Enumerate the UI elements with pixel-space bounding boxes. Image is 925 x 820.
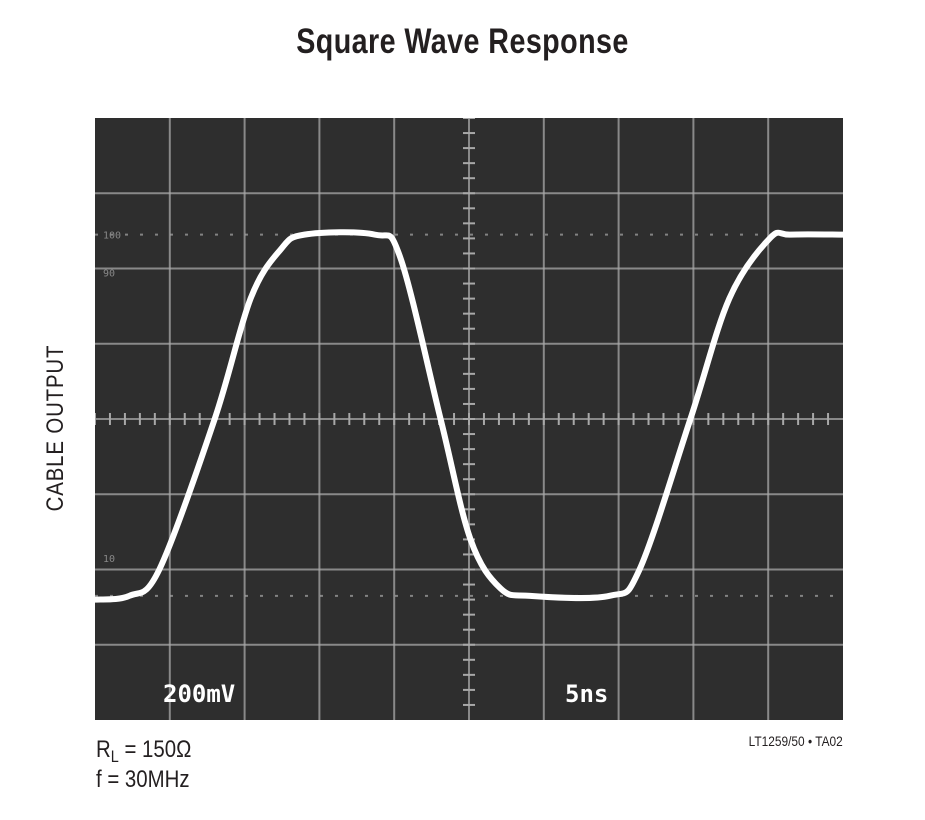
load-resistance-label: RL = 150Ω <box>96 736 191 767</box>
rl-value: = 150Ω <box>118 736 192 763</box>
y-axis-label: CABLE OUTPUT <box>42 344 69 512</box>
frequency-label: f = 30MHz <box>96 766 190 793</box>
horizontal-scale-readout: 5ns <box>565 680 608 708</box>
vertical-scale-readout: 200mV <box>163 680 235 708</box>
chart-title: Square Wave Response <box>296 22 629 61</box>
level-mark: 90 <box>103 268 115 279</box>
level-mark: 100 <box>103 231 121 242</box>
rl-prefix: R <box>96 736 111 763</box>
rl-subscript: L <box>110 747 119 766</box>
oscilloscope-screen: 100 90 10 200mV 5ns <box>95 118 843 720</box>
waveform-trace <box>95 229 843 603</box>
figure-id: LT1259/50 • TA02 <box>748 733 843 749</box>
level-mark: 10 <box>103 554 115 565</box>
